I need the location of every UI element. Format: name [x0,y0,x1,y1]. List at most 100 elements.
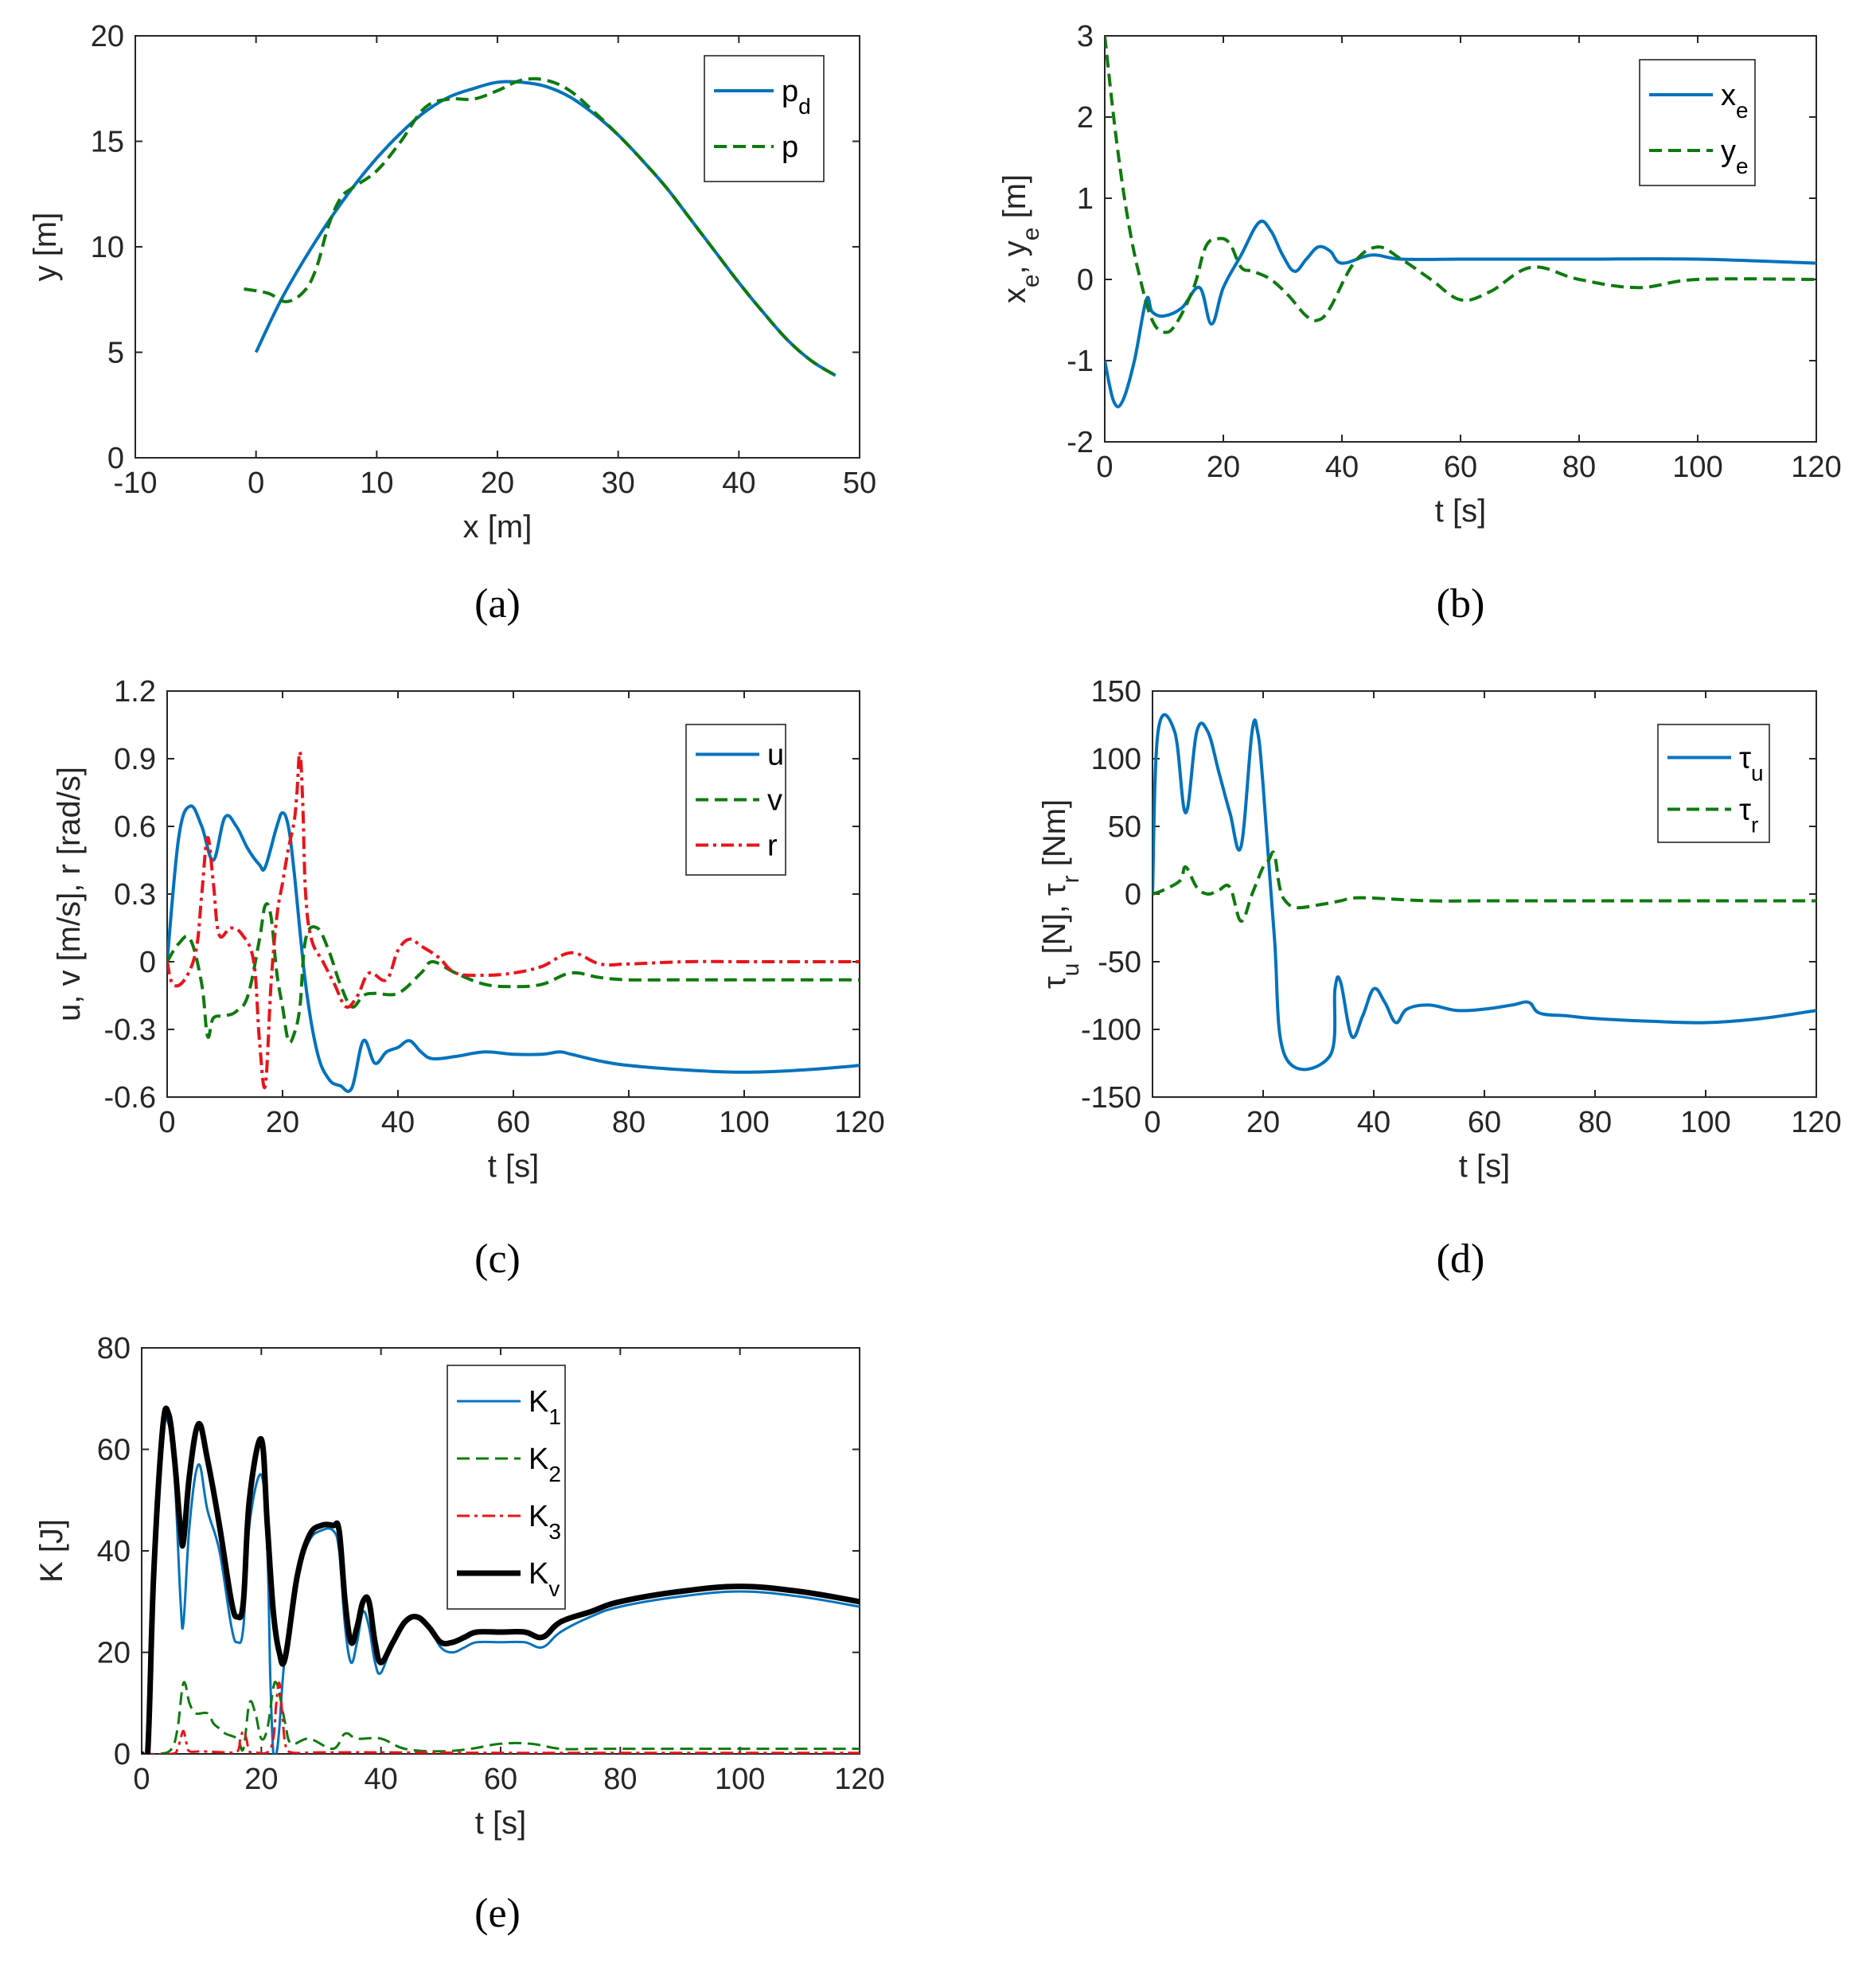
x-tick-label: 0 [133,1763,150,1796]
x-tick-label: 100 [719,1106,769,1139]
legend-box [704,55,825,182]
x-tick-label: 100 [1672,451,1722,484]
y-tick-label: 0.6 [114,810,156,844]
legend-label-y_e: ye [1721,135,1749,178]
x-tick-label: 40 [1325,451,1359,484]
legend-label-K2: K2 [528,1443,561,1486]
panel-caption: (b) [1437,581,1485,627]
x-tick-label: 40 [722,467,755,500]
y-tick-label: 0 [1077,264,1094,297]
y-tick-label: 0 [1125,878,1141,912]
legend-label-x_e: xe [1721,79,1749,123]
x-axis-label: t [s] [1459,1149,1510,1184]
y-tick-label: 3 [1077,20,1094,53]
x-tick-label: 20 [266,1106,299,1139]
y-tick-label: -0.6 [104,1081,156,1115]
y-tick-label: 0 [139,946,156,979]
panel-caption: (a) [474,581,521,627]
legend-box [447,1365,566,1610]
y-tick-label: 150 [1091,675,1141,709]
x-tick-label: 0 [1144,1106,1160,1139]
legend-label-K3: K3 [528,1500,561,1544]
y-tick-label: -2 [1067,426,1094,459]
legend: K1 K2 K3 Kv [447,1365,566,1610]
y-tick-label: 0.3 [114,878,156,912]
x-tick-label: -10 [114,467,158,500]
x-tick-label: 20 [1246,1106,1280,1139]
y-tick-label: -0.3 [104,1013,156,1047]
legend-label-v: v [767,784,782,818]
series-line-u [167,804,860,1093]
x-tick-label: 60 [1444,451,1477,484]
legend-label-tau_r: τr [1739,794,1758,838]
y-tick-label: -100 [1081,1013,1141,1047]
legend-label-p_d: pd [782,75,811,119]
y-tick-label: 20 [91,20,124,53]
legend-label-tau_u: τu [1739,742,1764,786]
panel-d: 0 20 40 60 80 100 120 -150 -100 -50 0 50 100 150 t [s]… [1037,675,1842,1282]
panel-caption: (d) [1437,1236,1485,1282]
y-tick-label: 0 [114,1738,131,1771]
legend: τu τr [1657,724,1770,843]
x-tick-label: 120 [834,1763,884,1796]
x-tick-label: 120 [1791,451,1841,484]
x-tick-label: 60 [484,1763,517,1796]
x-tick-label: 60 [497,1106,530,1139]
x-tick-label: 120 [1791,1106,1841,1139]
x-tick-label: 0 [248,467,264,500]
y-tick-label: 0 [107,442,124,475]
x-tick-label: 100 [715,1763,765,1796]
y-axis-label: K [J] [34,1519,69,1583]
y-tick-label: 1 [1077,182,1094,216]
y-tick-label: 40 [97,1535,131,1568]
y-tick-label: 1.2 [114,675,156,709]
x-axis-label: t [s] [475,1806,526,1841]
y-tick-label: -150 [1081,1081,1141,1115]
legend-label-K1: K1 [528,1385,561,1429]
x-tick-label: 60 [1468,1106,1501,1139]
y-tick-label: -50 [1098,946,1141,979]
x-tick-label: 10 [360,467,393,500]
y-axis-label: u, v [m/s], r [rad/s] [52,767,87,1021]
series-line-v [167,902,860,1045]
x-tick-label: 40 [365,1763,398,1796]
panel-b: 0 20 40 60 80 100 120 -2 -1 0 1 2 3 t [s] xe, ye [m] xe… [997,20,1842,627]
x-tick-label: 20 [481,467,514,500]
y-tick-label: 2 [1077,101,1094,135]
series-line-Kv [142,1405,860,1754]
series-line-tau_r [1153,850,1816,923]
y-tick-label: 80 [97,1332,131,1365]
x-tick-label: 80 [603,1763,637,1796]
series-line-K3 [142,1681,860,1754]
y-tick-label: 0.9 [114,743,156,776]
x-tick-label: 50 [843,467,876,500]
x-tick-label: 40 [1357,1106,1390,1139]
y-tick-label: 5 [107,337,124,370]
legend-label-u: u [767,739,784,772]
series-line-r [167,750,860,1090]
y-axis-label: xe, ye [m] [997,174,1044,303]
y-tick-label: 10 [91,231,124,264]
x-tick-label: 120 [834,1106,884,1139]
legend-label-r: r [767,830,778,863]
y-tick-label: 20 [97,1637,131,1670]
panel-caption: (e) [474,1891,521,1936]
legend-box [1639,59,1756,186]
x-axis-label: t [s] [488,1149,539,1184]
legend-box [1657,724,1770,843]
y-axis-label: τu [N], τr [Nm] [1037,799,1084,989]
x-tick-label: 100 [1680,1106,1730,1139]
panel-e: 0 20 40 60 80 100 120 0 20 40 60 80 t [s] K [J] K1 K2 K3… [34,1332,885,1936]
x-tick-label: 80 [1562,451,1596,484]
panel-c: 0 20 40 60 80 100 120 -0.6 -0.3 0 0.3 0.6 0.9 1.2 t [s… [52,675,885,1282]
x-tick-label: 30 [602,467,635,500]
legend-label-p: p [782,131,798,164]
x-tick-label: 20 [1207,451,1240,484]
series-line-x_e [1105,219,1816,408]
legend: uvr [685,724,786,876]
y-tick-label: -1 [1067,345,1094,378]
legend-label-Kv: Kv [528,1557,560,1601]
panel-caption: (c) [474,1236,521,1282]
